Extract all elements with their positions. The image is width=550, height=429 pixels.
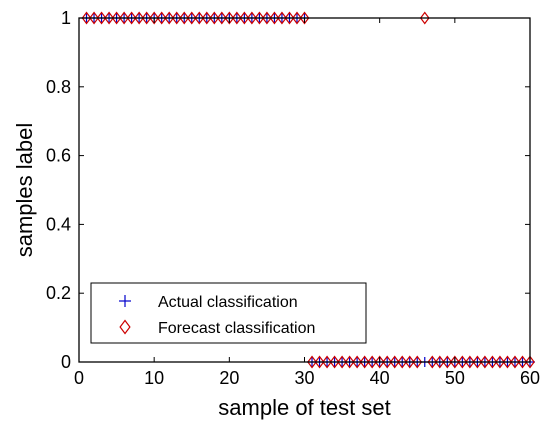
data-point-diamond (374, 355, 385, 369)
y-tick-label: 0.8 (46, 77, 71, 97)
data-point-diamond (359, 355, 370, 369)
data-point-diamond (254, 11, 265, 25)
data-point-diamond (284, 11, 295, 25)
data-point-diamond (81, 11, 92, 25)
x-tick-label: 60 (520, 368, 540, 388)
y-tick-label: 0.4 (46, 214, 71, 234)
x-tick-label: 10 (144, 368, 164, 388)
data-point-diamond (322, 355, 332, 369)
data-point-diamond (269, 11, 280, 25)
data-point-diamond (502, 355, 513, 369)
data-point-diamond (149, 11, 160, 25)
y-tick-label: 0.6 (46, 146, 71, 166)
y-tick-label: 1 (61, 8, 71, 28)
data-point-diamond (307, 355, 317, 369)
data-point-diamond (419, 11, 430, 25)
data-point-diamond (292, 11, 302, 25)
data-point-diamond (449, 355, 460, 369)
data-point-diamond (247, 11, 257, 25)
y-axis-label: samples label (12, 123, 37, 258)
y-tick-label: 0.2 (46, 283, 71, 303)
data-point-diamond (156, 11, 167, 25)
data-point-diamond (480, 355, 490, 369)
data-point-diamond (412, 355, 423, 369)
y-axis-ticks: 0 0.2 0.4 0.6 0.8 1 (46, 8, 530, 372)
legend-marker-forecast-classification (119, 319, 131, 335)
data-point-diamond (344, 355, 355, 369)
data-point-diamond (427, 355, 438, 369)
data-point-diamond (457, 355, 468, 369)
data-point-diamond (141, 11, 152, 25)
data-point-diamond (277, 11, 287, 25)
data-point-diamond (171, 11, 182, 25)
data-point-diamond (510, 355, 520, 369)
data-point-diamond (186, 11, 197, 25)
data-point-diamond (397, 355, 408, 369)
x-tick-label: 30 (294, 368, 314, 388)
data-point-diamond (525, 355, 535, 369)
x-tick-label: 0 (74, 368, 84, 388)
data-point-diamond (382, 355, 393, 369)
data-point-diamond (216, 11, 227, 25)
data-point-diamond (209, 11, 220, 25)
data-point-diamond (224, 11, 235, 25)
x-tick-label: 20 (219, 368, 239, 388)
x-axis-label: sample of test set (218, 395, 390, 420)
legend-label-forecast-classification: Forecast classification (158, 320, 315, 337)
data-point-diamond (314, 355, 325, 369)
data-point-diamond (194, 11, 205, 25)
data-point-diamond (367, 355, 378, 369)
data-point-diamond (487, 355, 498, 369)
data-point-diamond (96, 11, 107, 25)
x-axis-ticks: 0 10 20 30 40 50 60 (74, 18, 540, 388)
legend-label-actual-classification: Actual classification (158, 294, 298, 311)
series-forecast-classification (81, 11, 535, 369)
data-point-diamond (119, 319, 131, 335)
y-tick-label: 0 (61, 352, 71, 372)
data-point-diamond (517, 355, 528, 369)
data-point-diamond (329, 355, 340, 369)
data-point-diamond (464, 355, 475, 369)
data-point-diamond (126, 11, 137, 25)
data-point-diamond (134, 11, 145, 25)
data-point-diamond (472, 355, 483, 369)
data-point-diamond (389, 355, 400, 369)
data-point-diamond (404, 355, 415, 369)
legend: Actual classification Forecast classific… (90, 282, 367, 344)
data-point-diamond (299, 11, 310, 25)
data-point-diamond (262, 11, 272, 25)
data-point-diamond (119, 11, 129, 25)
data-point-diamond (434, 355, 445, 369)
data-point-diamond (352, 355, 362, 369)
data-point-diamond (179, 11, 190, 25)
data-point-diamond (239, 11, 250, 25)
data-point-diamond (337, 355, 347, 369)
data-point-diamond (231, 11, 242, 25)
legend-box (90, 282, 367, 344)
data-point-diamond (201, 11, 212, 25)
data-point-diamond (442, 355, 453, 369)
x-tick-label: 40 (370, 368, 390, 388)
data-point-diamond (89, 11, 99, 25)
data-point-diamond (104, 11, 114, 25)
data-point-diamond (495, 355, 505, 369)
data-point-diamond (164, 11, 175, 25)
data-point-diamond (111, 11, 122, 25)
x-tick-label: 50 (445, 368, 465, 388)
legend-marker-actual-classification (119, 295, 131, 307)
